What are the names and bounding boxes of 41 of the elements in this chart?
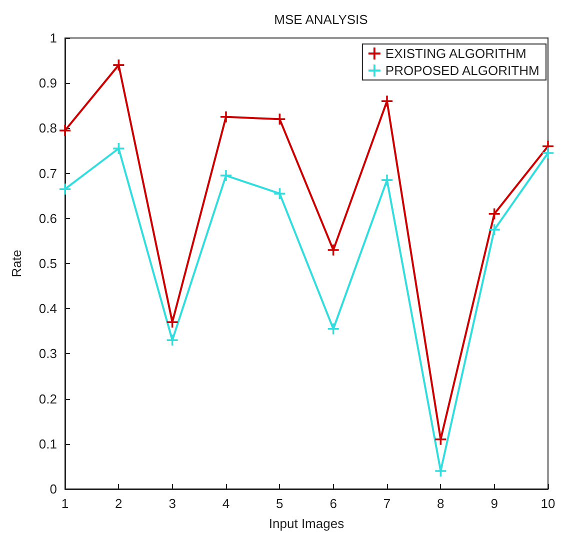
x-tick-label: 10: [540, 496, 556, 511]
y-tick-label: 0.4: [38, 301, 57, 316]
point: [382, 174, 392, 186]
x-tick-label: 3: [168, 496, 176, 511]
x-tick-label: 2: [115, 496, 122, 511]
y-tick-label: 0.2: [38, 391, 57, 406]
point: [382, 96, 392, 107]
x-tick-label: 4: [222, 496, 230, 511]
x-tick-label: 1: [61, 496, 69, 511]
legend-label: PROPOSED ALGORITHM: [385, 63, 540, 78]
y-tick-label: 0.1: [38, 436, 57, 452]
y-axis-title: Rate: [9, 250, 24, 278]
x-axis-title: Input Images: [268, 516, 345, 531]
point: [60, 124, 70, 136]
point: [542, 148, 554, 159]
y-tick-label: 1: [50, 30, 57, 46]
y-tick-label: 0.5: [38, 256, 57, 271]
y-tick-label: 0.7: [38, 166, 57, 181]
y-tick-label: 0.6: [38, 210, 57, 226]
x-tick-label: 7: [383, 496, 391, 511]
y-tick-label: 0.3: [38, 346, 57, 362]
chart-title: MSE ANALYSIS: [274, 12, 368, 27]
point: [220, 111, 232, 122]
point: [328, 244, 339, 256]
legend-label: EXISTING ALGORITHM: [385, 46, 526, 61]
point: [274, 188, 286, 200]
point: [60, 184, 70, 195]
x-tick-label: 6: [330, 496, 337, 511]
x-tick-label: 5: [276, 496, 284, 511]
x-tick-label: 9: [490, 496, 498, 511]
point: [435, 465, 446, 476]
point: [113, 60, 124, 71]
point: [488, 208, 500, 220]
y-tick-label: 0.8: [38, 120, 57, 136]
point: [220, 170, 232, 182]
y-tick-label: 0: [50, 482, 57, 496]
point: [113, 142, 124, 154]
y-tick-label: 0.9: [38, 76, 57, 91]
x-tick-label: 8: [437, 496, 444, 511]
point: [328, 323, 339, 334]
point: [435, 434, 446, 445]
